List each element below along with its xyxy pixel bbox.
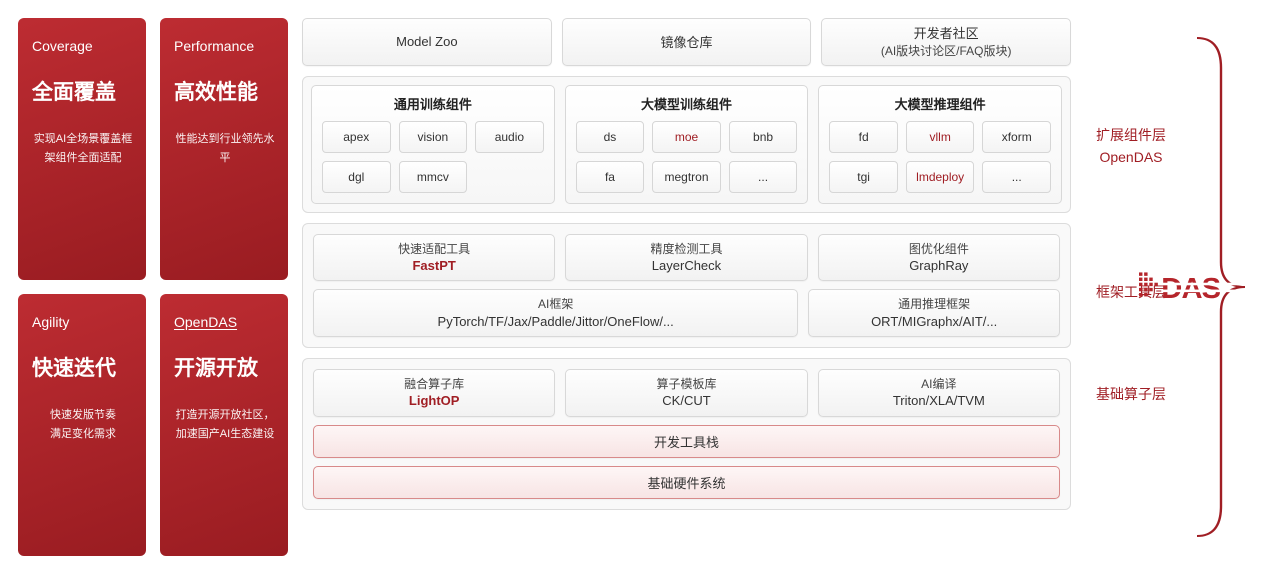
feature-card-en: Agility xyxy=(32,314,134,330)
chip: vision xyxy=(399,121,468,153)
left-feature-cards: Coverage 全面覆盖 实现AI全场景覆盖框架组件全面适配 Performa… xyxy=(18,18,288,556)
pill-dev-community: 开发者社区 (AI版块讨论区/FAQ版块) xyxy=(821,18,1071,66)
chip: fa xyxy=(576,161,645,193)
chip: bnb xyxy=(729,121,798,153)
top-row: Model Zoo 镜像仓库 开发者社区 (AI版块讨论区/FAQ版块) xyxy=(302,18,1071,66)
layer-label-line1: 扩展组件层 xyxy=(1085,124,1177,146)
chip: fd xyxy=(829,121,898,153)
pill-line2: FastPT xyxy=(322,257,546,275)
center-architecture: Model Zoo 镜像仓库 开发者社区 (AI版块讨论区/FAQ版块) 通用训… xyxy=(302,18,1071,556)
layer-label-line2: OpenDAS xyxy=(1085,146,1177,168)
feature-card-performance: Performance 高效性能 性能达到行业领先水平 xyxy=(160,18,288,280)
group-llm-training: 大模型训练组件 ds moe bnb fa megtron ... xyxy=(565,85,809,204)
group-title: 大模型训练组件 xyxy=(576,94,798,113)
group-title: 通用训练组件 xyxy=(322,94,544,113)
das-logo: DAS xyxy=(1139,264,1259,310)
group-general-training: 通用训练组件 apex vision audio dgl mmcv xyxy=(311,85,555,204)
pill-line2: PyTorch/TF/Jax/Paddle/Jittor/OneFlow/... xyxy=(322,313,789,331)
pill-ckcut: 算子模板库 CK/CUT xyxy=(565,369,807,417)
svg-text:DAS: DAS xyxy=(1161,273,1220,305)
pill-line1: 开发者社区 xyxy=(830,25,1062,43)
chip: xform xyxy=(982,121,1051,153)
group-title: 大模型推理组件 xyxy=(829,94,1051,113)
pill-graphray: 图优化组件 GraphRay xyxy=(818,234,1060,282)
pill-dev-stack: 开发工具栈 xyxy=(313,425,1060,458)
pill-line2: CK/CUT xyxy=(574,392,798,410)
chip: ... xyxy=(982,161,1051,193)
pill-line1: 快速适配工具 xyxy=(322,241,546,257)
chip: lmdeploy xyxy=(906,161,975,193)
pill-label: Model Zoo xyxy=(311,34,543,49)
pill-line1: 融合算子库 xyxy=(322,376,546,392)
feature-card-en: Coverage xyxy=(32,38,134,54)
layer-label-line1: 基础算子层 xyxy=(1085,383,1177,405)
chip: ... xyxy=(729,161,798,193)
chip: dgl xyxy=(322,161,391,193)
layer-label-operator: 基础算子层 xyxy=(1085,383,1177,405)
feature-card-en: OpenDAS xyxy=(174,314,276,330)
layer-label-extension: 扩展组件层 OpenDAS xyxy=(1085,124,1177,169)
feature-card-desc: 快速发版节奏 满足变化需求 xyxy=(32,406,134,443)
pill-ai-compile: AI编译 Triton/XLA/TVM xyxy=(818,369,1060,417)
pill-line2: ORT/MIGraphx/AIT/... xyxy=(817,313,1051,331)
extension-layer-box: 通用训练组件 apex vision audio dgl mmcv 大模型训练组… xyxy=(302,76,1071,213)
das-logo-icon: DAS xyxy=(1139,264,1259,310)
feature-card-desc: 性能达到行业领先水平 xyxy=(174,130,276,167)
group-llm-inference: 大模型推理组件 fd vllm xform tgi lmdeploy ... xyxy=(818,85,1062,204)
operator-layer-box: 融合算子库 LightOP 算子模板库 CK/CUT AI编译 Triton/X… xyxy=(302,358,1071,510)
feature-card-desc: 实现AI全场景覆盖框架组件全面适配 xyxy=(32,130,134,167)
framework-layer-box: 快速适配工具 FastPT 精度检测工具 LayerCheck 图优化组件 Gr… xyxy=(302,223,1071,348)
pill-line1: 精度检测工具 xyxy=(574,241,798,257)
pill-ai-frameworks: AI框架 PyTorch/TF/Jax/Paddle/Jittor/OneFlo… xyxy=(313,289,798,337)
pill-label: 镜像仓库 xyxy=(571,32,803,51)
pill-fastpt: 快速适配工具 FastPT xyxy=(313,234,555,282)
pill-model-zoo: Model Zoo xyxy=(302,18,552,66)
feature-card-agility: Agility 快速迭代 快速发版节奏 满足变化需求 xyxy=(18,294,146,556)
pill-line1: 通用推理框架 xyxy=(817,296,1051,312)
pill-mirror-repo: 镜像仓库 xyxy=(562,18,812,66)
feature-card-zh: 高效性能 xyxy=(174,76,276,106)
pill-line2: Triton/XLA/TVM xyxy=(827,392,1051,410)
pill-line1: 图优化组件 xyxy=(827,241,1051,257)
chip: ds xyxy=(576,121,645,153)
feature-card-coverage: Coverage 全面覆盖 实现AI全场景覆盖框架组件全面适配 xyxy=(18,18,146,280)
pill-line2: LayerCheck xyxy=(574,257,798,275)
pill-label: 基础硬件系统 xyxy=(322,473,1051,492)
feature-card-en: Performance xyxy=(174,38,276,54)
pill-line2: LightOP xyxy=(322,392,546,410)
pill-label: 开发工具栈 xyxy=(322,432,1051,451)
pill-hardware: 基础硬件系统 xyxy=(313,466,1060,499)
feature-card-desc: 打造开源开放社区，加速国产AI生态建设 xyxy=(174,406,276,443)
feature-card-zh: 开源开放 xyxy=(174,352,276,382)
chip: tgi xyxy=(829,161,898,193)
chip: audio xyxy=(475,121,544,153)
feature-card-opendas: OpenDAS 开源开放 打造开源开放社区，加速国产AI生态建设 xyxy=(160,294,288,556)
chip: megtron xyxy=(652,161,721,193)
feature-card-zh: 快速迭代 xyxy=(32,352,134,382)
pill-line1: AI编译 xyxy=(827,376,1051,392)
chip: vllm xyxy=(906,121,975,153)
pill-inference-frameworks: 通用推理框架 ORT/MIGraphx/AIT/... xyxy=(808,289,1060,337)
pill-line1: AI框架 xyxy=(322,296,789,312)
feature-card-zh: 全面覆盖 xyxy=(32,76,134,106)
pill-lightop: 融合算子库 LightOP xyxy=(313,369,555,417)
pill-layercheck: 精度检测工具 LayerCheck xyxy=(565,234,807,282)
pill-line2: GraphRay xyxy=(827,257,1051,275)
pill-line1: 算子模板库 xyxy=(574,376,798,392)
chip: moe xyxy=(652,121,721,153)
diagram-root: Coverage 全面覆盖 实现AI全场景覆盖框架组件全面适配 Performa… xyxy=(18,18,1251,556)
chip: mmcv xyxy=(399,161,468,193)
pill-line2: (AI版块讨论区/FAQ版块) xyxy=(830,43,1062,59)
chip: apex xyxy=(322,121,391,153)
